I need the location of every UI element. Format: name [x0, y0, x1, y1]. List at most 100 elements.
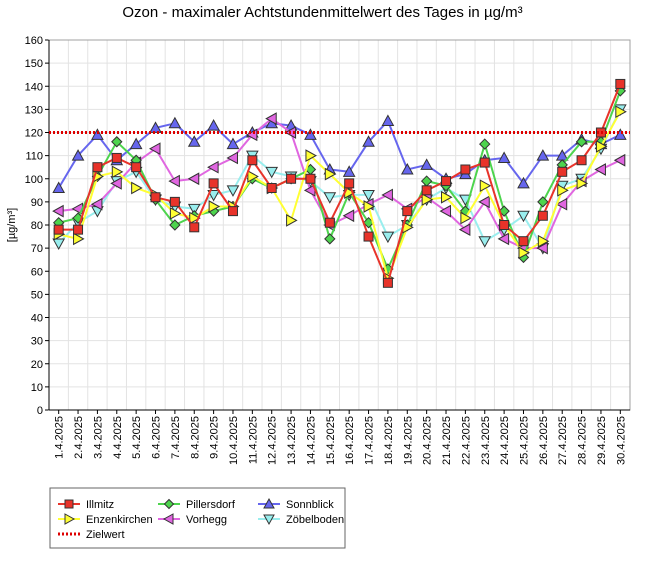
data-point-vorhegg: [52, 204, 64, 218]
grid: [48, 39, 631, 411]
data-point-illmitz: [286, 173, 297, 184]
data-point-illmitz: [111, 152, 122, 163]
x-tick-label: 25.4.2025: [518, 416, 530, 465]
data-point-sonnblick: [149, 121, 162, 133]
data-point-enzenkirchen: [421, 193, 434, 206]
x-tick-label: 26.4.2025: [538, 416, 550, 465]
y-tick-label: 0: [37, 405, 43, 417]
x-tick-label: 10.4.2025: [228, 416, 240, 465]
data-point-illmitz: [382, 277, 393, 288]
x-tick-label: 8.4.2025: [189, 416, 201, 459]
data-point-vorhegg: [110, 177, 122, 190]
y-tick-label: 50: [31, 289, 43, 301]
data-point-illmitz: [479, 157, 490, 168]
legend-label-vorhegg: Vorhegg: [186, 514, 227, 526]
x-tick-label: 7.4.2025: [170, 416, 182, 459]
data-point-vorhegg: [342, 209, 355, 223]
data-point-illmitz: [131, 162, 142, 173]
data-point-illmitz: [576, 155, 587, 166]
data-point-z-belboden: [517, 210, 530, 223]
x-tick-label: 19.4.2025: [402, 416, 414, 465]
y-tick-label: 30: [31, 336, 43, 348]
data-point-pillersdorf: [169, 219, 181, 231]
data-point-illmitz: [305, 173, 316, 184]
legend: Illmitz Pillersdorf Sonnblick Enzenkirchen V…: [49, 487, 346, 549]
data-point-z-belboden: [323, 192, 337, 204]
legend-marker-enzenkirchen: [64, 513, 76, 525]
x-tick-label: 22.4.2025: [460, 416, 472, 465]
data-point-sonnblick: [362, 135, 375, 147]
data-point-vorhegg: [90, 197, 103, 211]
data-point-vorhegg: [439, 204, 452, 218]
data-point-vorhegg: [594, 163, 606, 176]
data-point-enzenkirchen: [576, 177, 589, 190]
data-point-illmitz: [460, 164, 471, 175]
x-tick-label: 6.4.2025: [151, 416, 163, 459]
y-tick-label: 130: [25, 104, 43, 116]
data-point-pillersdorf: [111, 136, 123, 148]
data-point-illmitz: [247, 155, 258, 166]
x-tick-label: 15.4.2025: [325, 416, 337, 465]
data-point-sonnblick: [400, 162, 414, 175]
data-point-vorhegg: [265, 112, 277, 125]
x-tick-label: 24.4.2025: [499, 416, 511, 465]
y-tick-label: 140: [25, 81, 43, 93]
legend-marker-vorhegg: [162, 513, 174, 525]
data-point-z-belboden: [187, 203, 201, 216]
y-tick-label: 80: [31, 220, 43, 232]
data-point-z-belboden: [226, 185, 240, 197]
data-point-sonnblick: [168, 116, 182, 129]
y-tick-label: 20: [31, 359, 43, 371]
legend-label-z-belboden: Zöbelboden: [286, 514, 344, 526]
data-point-vorhegg: [381, 188, 393, 202]
legend-marker-z-belboden: [263, 514, 275, 526]
legend-box: [49, 487, 346, 549]
data-point-enzenkirchen: [479, 179, 492, 193]
data-point-enzenkirchen: [189, 211, 201, 225]
y-tick-label: 110: [25, 151, 43, 163]
data-point-z-belboden: [381, 231, 395, 244]
data-point-enzenkirchen: [247, 170, 259, 183]
data-point-sonnblick: [342, 165, 356, 177]
x-tick-label: 4.4.2025: [112, 416, 124, 459]
legend-label-pillersdorf: Pillersdorf: [186, 499, 236, 511]
x-tick-label: 13.4.2025: [286, 416, 298, 465]
data-point-enzenkirchen: [131, 181, 143, 195]
data-point-enzenkirchen: [169, 207, 182, 220]
x-tick-label: 12.4.2025: [267, 416, 279, 465]
data-point-illmitz: [266, 183, 277, 193]
legend-label-enzenkirchen: Enzenkirchen: [86, 514, 153, 526]
data-point-enzenkirchen: [557, 183, 569, 197]
data-point-pillersdorf: [420, 175, 433, 187]
data-point-illmitz: [499, 220, 510, 230]
x-tick-label: 16.4.2025: [344, 416, 356, 465]
data-point-illmitz: [73, 224, 84, 235]
data-point-enzenkirchen: [441, 190, 453, 204]
legend-marker-illmitz: [64, 499, 74, 509]
y-tick-label: 40: [31, 313, 43, 325]
y-tick-label: 70: [31, 243, 43, 255]
data-point-sonnblick: [420, 158, 433, 170]
data-point-sonnblick: [226, 137, 240, 150]
data-point-illmitz: [169, 196, 180, 207]
data-point-sonnblick: [91, 128, 104, 140]
data-point-enzenkirchen: [363, 200, 376, 213]
data-point-pillersdorf: [537, 196, 549, 208]
data-point-illmitz: [150, 192, 161, 203]
data-point-illmitz: [92, 162, 103, 173]
data-point-vorhegg: [555, 197, 568, 211]
y-tick-label: 150: [25, 58, 43, 70]
y-axis-label: [µg/m³]: [6, 208, 18, 242]
legend-label-illmitz: Illmitz: [86, 499, 114, 511]
data-point-z-belboden: [362, 189, 375, 202]
data-point-illmitz: [344, 178, 355, 189]
x-tick-label: 29.4.2025: [596, 416, 608, 465]
data-point-vorhegg: [613, 153, 626, 167]
data-point-sonnblick: [304, 128, 317, 140]
data-point-sonnblick: [381, 114, 395, 126]
data-point-vorhegg: [168, 174, 180, 188]
data-point-enzenkirchen: [73, 232, 85, 246]
data-point-illmitz: [324, 217, 335, 228]
data-point-sonnblick: [71, 149, 85, 161]
data-point-pillersdorf: [575, 136, 588, 148]
